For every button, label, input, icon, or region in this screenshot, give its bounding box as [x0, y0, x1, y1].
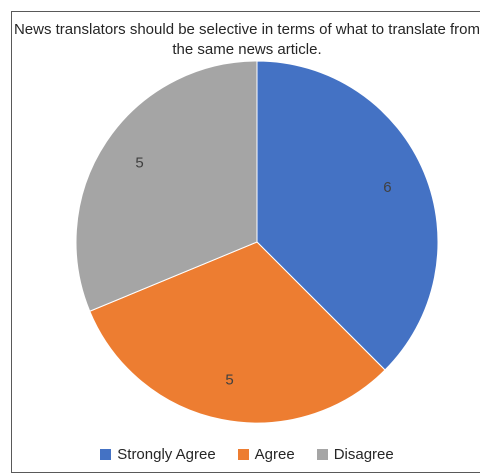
pie-chart: 6 5 5: [75, 60, 439, 424]
legend: Strongly Agree Agree Disagree: [12, 446, 480, 463]
pie-slice-disagree: [75, 60, 258, 312]
legend-swatch-agree: [237, 449, 249, 460]
chart-title: News translators should be selective in …: [13, 21, 480, 58]
data-label-agree: 5: [225, 371, 233, 388]
legend-item-strongly-agree: Strongly Agree: [100, 446, 216, 463]
pie-slice-strongly-agree: [256, 60, 439, 371]
legend-label-strongly-agree: Strongly Agree: [117, 446, 216, 463]
data-label-strongly-agree: 6: [383, 179, 391, 196]
legend-item-agree: Agree: [237, 446, 295, 463]
legend-label-disagree: Disagree: [333, 446, 394, 463]
legend-item-disagree: Disagree: [316, 446, 394, 463]
legend-swatch-disagree: [316, 449, 328, 460]
pie-slice-agree: [89, 241, 386, 424]
legend-swatch-strongly-agree: [100, 449, 112, 460]
chart-area: News translators should be selective in …: [11, 11, 480, 473]
data-label-disagree: 5: [135, 155, 143, 172]
legend-label-agree: Agree: [254, 446, 295, 463]
